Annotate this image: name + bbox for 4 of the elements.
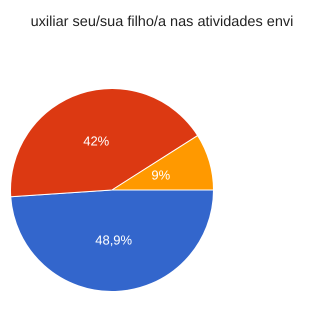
data-label: 48,9% bbox=[95, 232, 133, 248]
data-label: 42% bbox=[83, 133, 110, 148]
chart-title: uxiliar seu/sua filho/a nas atividades envi bbox=[30, 14, 294, 30]
data-label: 9% bbox=[151, 167, 171, 182]
